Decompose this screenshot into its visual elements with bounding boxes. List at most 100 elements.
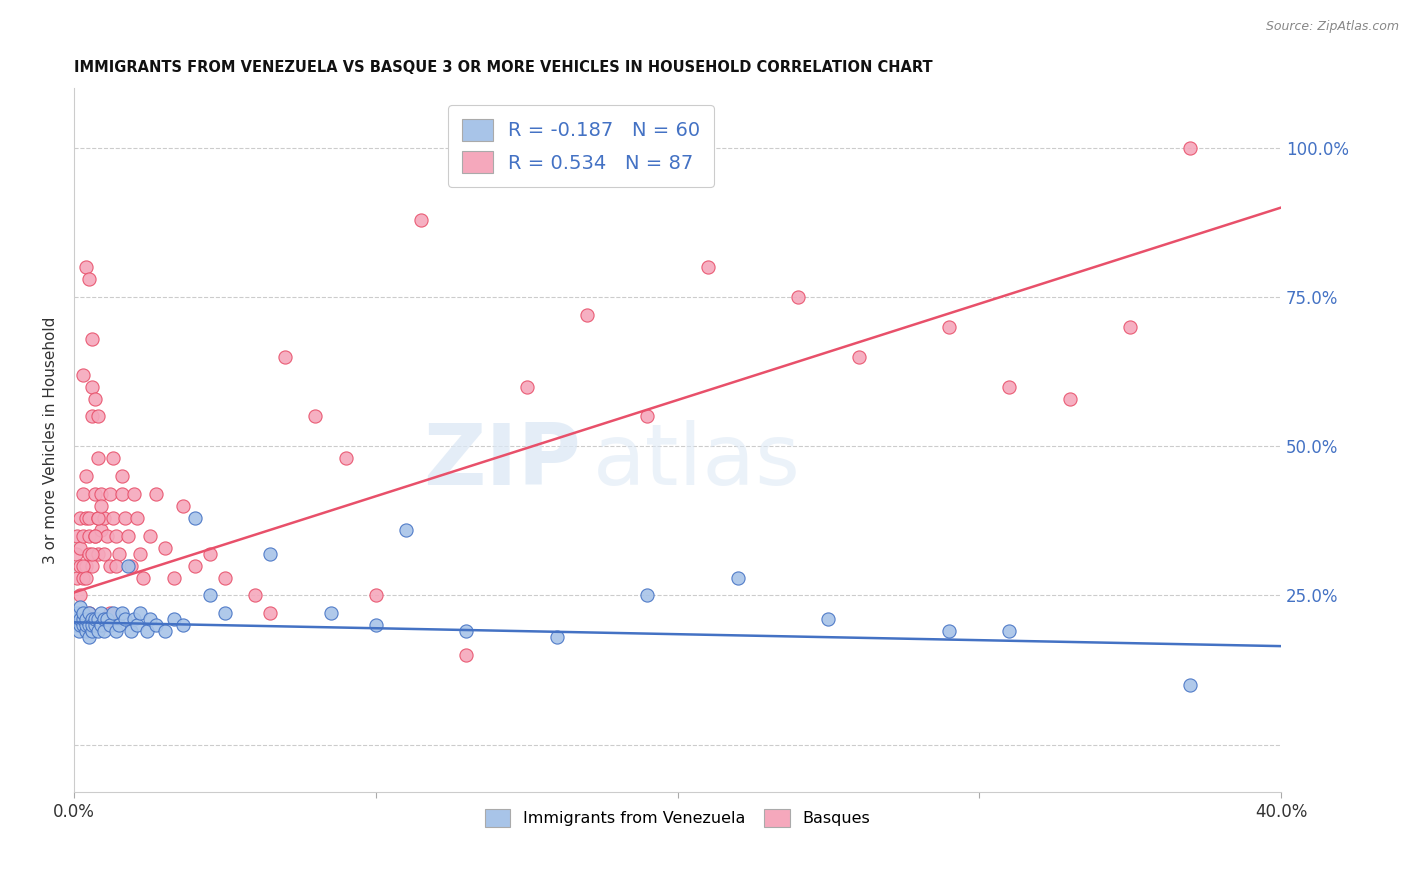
Point [87, 511, 110, 525]
Point [98, 618, 121, 632]
Point [82, 624, 104, 639]
Text: IMMIGRANTS FROM VENEZUELA VS BASQUE 3 OR MORE VEHICLES IN HOUSEHOLD CORRELATION : IMMIGRANTS FROM VENEZUELA VS BASQUE 3 OR… [75, 60, 932, 75]
Point [787, 290, 810, 304]
Point [395, 523, 418, 537]
Point [409, 212, 432, 227]
Point [103, 451, 125, 466]
Point [69, 558, 91, 573]
Point [105, 624, 128, 639]
Point [129, 547, 152, 561]
Point [77, 630, 100, 644]
Point [69, 541, 91, 555]
Point [77, 511, 100, 525]
Point [696, 260, 718, 275]
Point [93, 511, 115, 525]
Point [364, 618, 387, 632]
Point [98, 607, 121, 621]
Point [163, 570, 186, 584]
Point [998, 379, 1021, 393]
Point [127, 511, 149, 525]
Point [82, 332, 104, 346]
Point [576, 308, 599, 322]
Y-axis label: 3 or more Vehicles in Household: 3 or more Vehicles in Household [44, 317, 58, 564]
Point [120, 624, 142, 639]
Point [66, 529, 89, 543]
Point [1119, 320, 1142, 334]
Point [93, 624, 115, 639]
Point [546, 630, 568, 644]
Point [75, 558, 97, 573]
Point [111, 469, 134, 483]
Point [69, 618, 91, 632]
Point [636, 409, 658, 424]
Point [1059, 392, 1081, 406]
Point [214, 570, 236, 584]
Point [96, 612, 118, 626]
Point [214, 607, 236, 621]
Point [90, 523, 112, 537]
Point [90, 618, 112, 632]
Point [72, 618, 94, 632]
Point [335, 451, 357, 466]
Point [456, 648, 478, 662]
Point [1180, 141, 1202, 155]
Point [304, 409, 326, 424]
Point [998, 624, 1021, 639]
Point [98, 487, 121, 501]
Point [66, 612, 89, 626]
Point [105, 558, 128, 573]
Point [117, 529, 139, 543]
Point [138, 612, 160, 626]
Point [84, 529, 107, 543]
Point [117, 558, 139, 573]
Text: atlas: atlas [593, 420, 801, 503]
Point [82, 618, 104, 632]
Point [274, 350, 297, 364]
Point [72, 487, 94, 501]
Point [75, 511, 97, 525]
Text: Source: ZipAtlas.com: Source: ZipAtlas.com [1265, 20, 1399, 33]
Point [69, 511, 91, 525]
Point [84, 612, 107, 626]
Point [75, 624, 97, 639]
Point [938, 624, 960, 639]
Point [87, 624, 110, 639]
Point [319, 607, 342, 621]
Point [364, 589, 387, 603]
Point [77, 272, 100, 286]
Point [87, 612, 110, 626]
Point [184, 558, 207, 573]
Point [72, 558, 94, 573]
Point [90, 607, 112, 621]
Point [145, 487, 167, 501]
Point [172, 618, 194, 632]
Point [84, 618, 107, 632]
Point [184, 511, 207, 525]
Point [69, 612, 91, 626]
Point [96, 529, 118, 543]
Point [145, 618, 167, 632]
Point [938, 320, 960, 334]
Point [111, 487, 134, 501]
Point [111, 607, 134, 621]
Point [138, 529, 160, 543]
Point [65, 618, 87, 632]
Point [72, 368, 94, 382]
Point [65, 547, 87, 561]
Point [198, 589, 221, 603]
Point [243, 589, 266, 603]
Point [163, 612, 186, 626]
Point [105, 529, 128, 543]
Point [87, 451, 110, 466]
Point [77, 547, 100, 561]
Point [77, 607, 100, 621]
Point [103, 607, 125, 621]
Point [69, 589, 91, 603]
Point [817, 612, 839, 626]
Point [82, 547, 104, 561]
Point [90, 487, 112, 501]
Point [77, 529, 100, 543]
Point [727, 570, 749, 584]
Point [75, 612, 97, 626]
Point [82, 379, 104, 393]
